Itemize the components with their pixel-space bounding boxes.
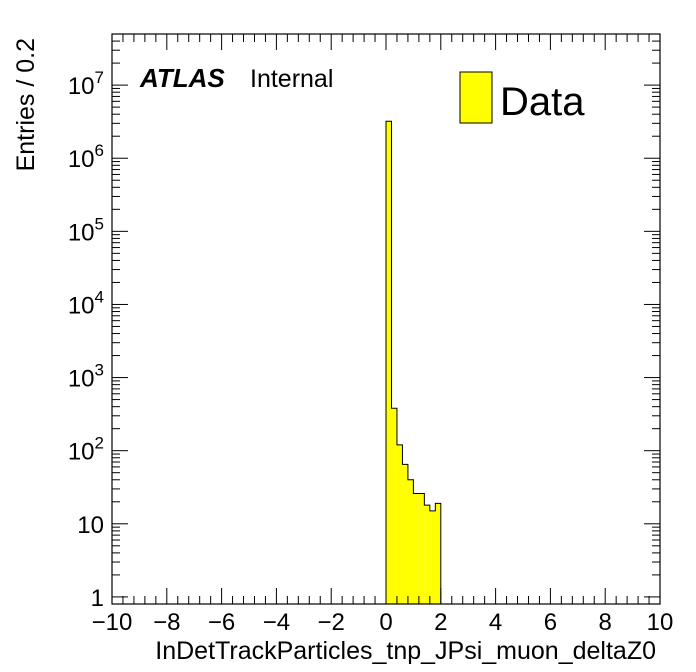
y-tick-labels: 1 10 102 103 104 105 106 107 <box>68 68 104 612</box>
histogram-bar <box>407 479 414 604</box>
x-tick-label: −2 <box>318 609 345 636</box>
axis-ticks <box>111 33 661 604</box>
x-axis-label: InDetTrackParticles_tnp_JPsi_muon_deltaZ… <box>155 637 656 665</box>
histogram-bar <box>418 493 425 604</box>
histogram-bar <box>386 121 392 604</box>
y-tick-label: 106 <box>68 141 104 173</box>
x-tick-label: −10 <box>92 609 133 636</box>
x-tick-label: 0 <box>379 609 392 636</box>
y-tick-label: 102 <box>68 434 104 466</box>
histogram-bar <box>435 503 441 604</box>
y-tick-label: 1 <box>91 585 104 612</box>
histogram-bar <box>429 510 436 604</box>
y-tick-label: 105 <box>68 214 104 246</box>
x-tick-label: 10 <box>647 609 674 636</box>
histogram-bar <box>391 408 397 604</box>
y-tick-label: 103 <box>68 361 104 393</box>
x-tick-label: −6 <box>208 609 235 636</box>
x-tick-label: 8 <box>599 609 612 636</box>
histogram-bar <box>402 464 408 604</box>
legend-entry-data: Data <box>500 80 585 124</box>
x-tick-label: 4 <box>489 609 502 636</box>
legend: Data <box>459 71 585 124</box>
x-tick-label: 6 <box>544 609 557 636</box>
histogram-bars <box>385 120 442 604</box>
y-tick-label: 10 <box>77 512 104 539</box>
histogram-outline <box>385 120 442 604</box>
y-axis-label: Entries / 0.2 <box>12 38 40 171</box>
y-tick-label: 104 <box>68 287 104 319</box>
x-tick-label: 2 <box>434 609 447 636</box>
histogram-bar <box>413 493 419 604</box>
histogram-bar <box>424 505 430 604</box>
x-tick-label: −4 <box>263 609 290 636</box>
histogram-bar <box>396 444 403 604</box>
legend-swatch <box>459 71 493 124</box>
internal-label: Internal <box>250 65 333 93</box>
x-tick-label: −8 <box>153 609 180 636</box>
y-tick-label: 107 <box>68 68 104 100</box>
x-tick-labels: −10 −8 −6 −4 −2 0 2 4 6 8 10 <box>92 609 674 636</box>
atlas-label: ATLAS <box>139 63 225 93</box>
